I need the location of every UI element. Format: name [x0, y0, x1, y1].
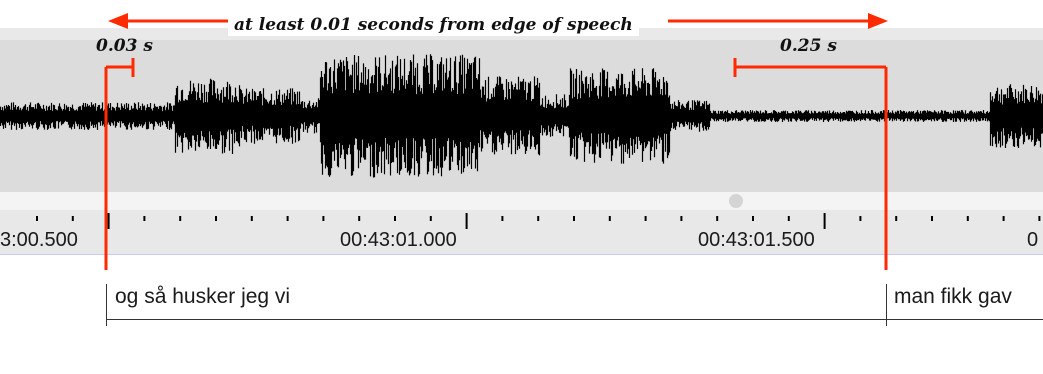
audio-waveform[interactable]	[0, 28, 1043, 192]
right-gap-label: 0.25 s	[780, 36, 837, 56]
left-gap-label: 0.03 s	[96, 36, 153, 56]
ruler-label-4: 0	[1027, 229, 1039, 251]
ruler-label-1: 3:00.500	[0, 229, 78, 251]
tier-baseline	[106, 319, 1043, 320]
ruler-label-3: 00:43:01.500	[698, 229, 815, 251]
arrow-head-right-icon	[868, 13, 888, 29]
time-ruler[interactable]	[0, 210, 1043, 254]
segment-boundary-right[interactable]	[886, 284, 887, 326]
arrow-head-left-icon	[108, 13, 128, 29]
headline-annotation: at least 0.01 seconds from edge of speec…	[228, 14, 639, 36]
playhead-dot[interactable]	[729, 194, 743, 208]
segment-1[interactable]: og så husker jeg vi	[115, 285, 291, 308]
waveform-trace	[0, 54, 1043, 178]
segment-boundary-left[interactable]	[106, 284, 107, 326]
ruler-label-2: 00:43:01.000	[340, 229, 457, 251]
timeline-scroll-strip[interactable]	[0, 192, 1043, 210]
ruler-ticks	[36, 213, 1041, 229]
ruler-baseline	[0, 254, 1043, 255]
segment-2[interactable]: man fikk gav	[894, 285, 1012, 308]
